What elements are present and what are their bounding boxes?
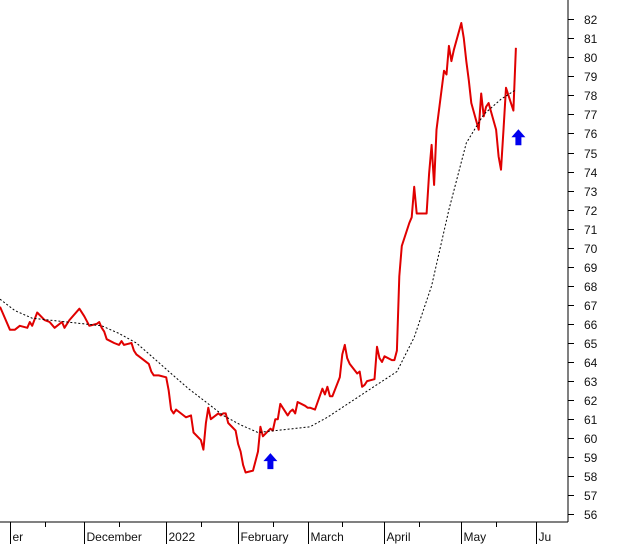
x-tick-label: May <box>464 530 487 544</box>
x-tick-label: February <box>241 530 289 544</box>
y-tick-label: 80 <box>584 51 598 65</box>
up-arrow-marker <box>263 453 278 470</box>
y-tick-label: 82 <box>584 13 598 27</box>
x-tick-label: April <box>387 530 411 544</box>
y-tick-label: 73 <box>584 185 598 199</box>
y-tick-label: 77 <box>584 108 598 122</box>
series-layer <box>0 22 517 474</box>
y-tick-label: 75 <box>584 147 598 161</box>
y-tick-label: 68 <box>584 280 598 294</box>
y-tick-label: 64 <box>584 356 598 370</box>
y-tick-label: 66 <box>584 318 598 332</box>
y-tick-label: 69 <box>584 261 598 275</box>
y-tick-label: 63 <box>584 375 598 389</box>
y-tick-label: 59 <box>584 451 598 465</box>
x-tick-label: December <box>87 530 142 544</box>
markers-layer <box>263 129 526 470</box>
y-tick-label: 79 <box>584 70 598 84</box>
y-tick-label: 56 <box>584 508 598 522</box>
y-tick-label: 72 <box>584 204 598 218</box>
x-tick-label: 2022 <box>169 530 196 544</box>
axes: 56 57 58 59 60 61 62 63 64 65 66 67 68 69 70 71 72 73 74 75… <box>0 0 598 544</box>
y-tick-label: 78 <box>584 89 598 103</box>
y-tick-label: 61 <box>584 413 598 427</box>
up-arrow-marker <box>511 129 526 146</box>
x-tick-label: Ju <box>539 530 552 544</box>
y-tick-label: 74 <box>584 166 598 180</box>
y-tick-label: 81 <box>584 32 598 46</box>
y-tick-label: 70 <box>584 242 598 256</box>
y-tick-label: 71 <box>584 223 598 237</box>
x-tick-label: March <box>311 530 344 544</box>
y-tick-label: 76 <box>584 127 598 141</box>
moving-average-line <box>0 89 517 433</box>
y-tick-label: 57 <box>584 489 598 503</box>
price-line <box>0 22 517 474</box>
x-tick-label: er <box>13 530 24 544</box>
y-tick-label: 60 <box>584 432 598 446</box>
y-tick-label: 67 <box>584 299 598 313</box>
y-tick-label: 65 <box>584 337 598 351</box>
y-tick-label: 58 <box>584 470 598 484</box>
y-tick-label: 62 <box>584 394 598 408</box>
